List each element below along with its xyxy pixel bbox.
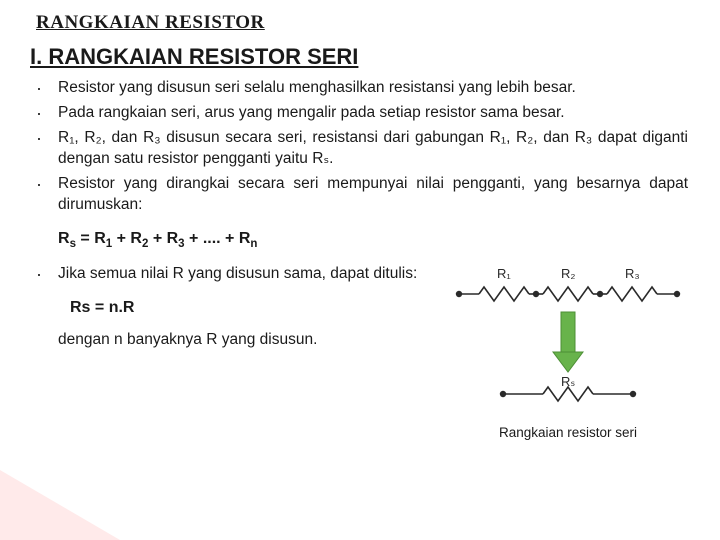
bullet-item: Resistor yang disusun seri selalu mengha… bbox=[58, 78, 688, 99]
label-r1: R₁ bbox=[497, 266, 511, 281]
diagram-caption: Rangkaian resistor seri bbox=[448, 425, 688, 440]
section-title: I. RANGKAIAN RESISTOR SERI bbox=[30, 44, 688, 70]
corner-decoration bbox=[0, 470, 120, 540]
bullet-item: Resistor yang dirangkai secara seri memp… bbox=[58, 174, 688, 216]
formula-rs-nr: Rs = n.R bbox=[70, 299, 438, 317]
label-r2: R₂ bbox=[561, 266, 575, 281]
formula-rs-sum: Rs = R1 + R2 + R3 + .... + Rn bbox=[58, 230, 688, 250]
bullet-item: Pada rangkaian seri, arus yang mengalir … bbox=[58, 103, 688, 124]
bullet-list-2: Jika semua nilai R yang disusun sama, da… bbox=[30, 264, 438, 285]
bullet-item: R₁, R₂, dan R₃ disusun secara seri, resi… bbox=[58, 128, 688, 170]
series-resistor-diagram: R₁ R₂ R₃ Rₛ Rangkaian resistor seri bbox=[448, 264, 688, 440]
closing-text: dengan n banyaknya R yang disusun. bbox=[58, 331, 438, 349]
arrow-down-icon bbox=[553, 312, 583, 372]
page-title: RANGKAIAN RESISTOR bbox=[36, 12, 688, 34]
bullet-item: Jika semua nilai R yang disusun sama, da… bbox=[58, 264, 438, 285]
bullet-list: Resistor yang disusun seri selalu mengha… bbox=[30, 78, 688, 216]
label-r3: R₃ bbox=[625, 266, 640, 281]
label-rs: Rₛ bbox=[561, 374, 575, 389]
